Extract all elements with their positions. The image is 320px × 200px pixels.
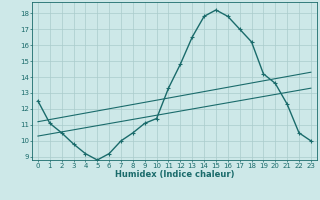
X-axis label: Humidex (Indice chaleur): Humidex (Indice chaleur) [115, 170, 234, 179]
